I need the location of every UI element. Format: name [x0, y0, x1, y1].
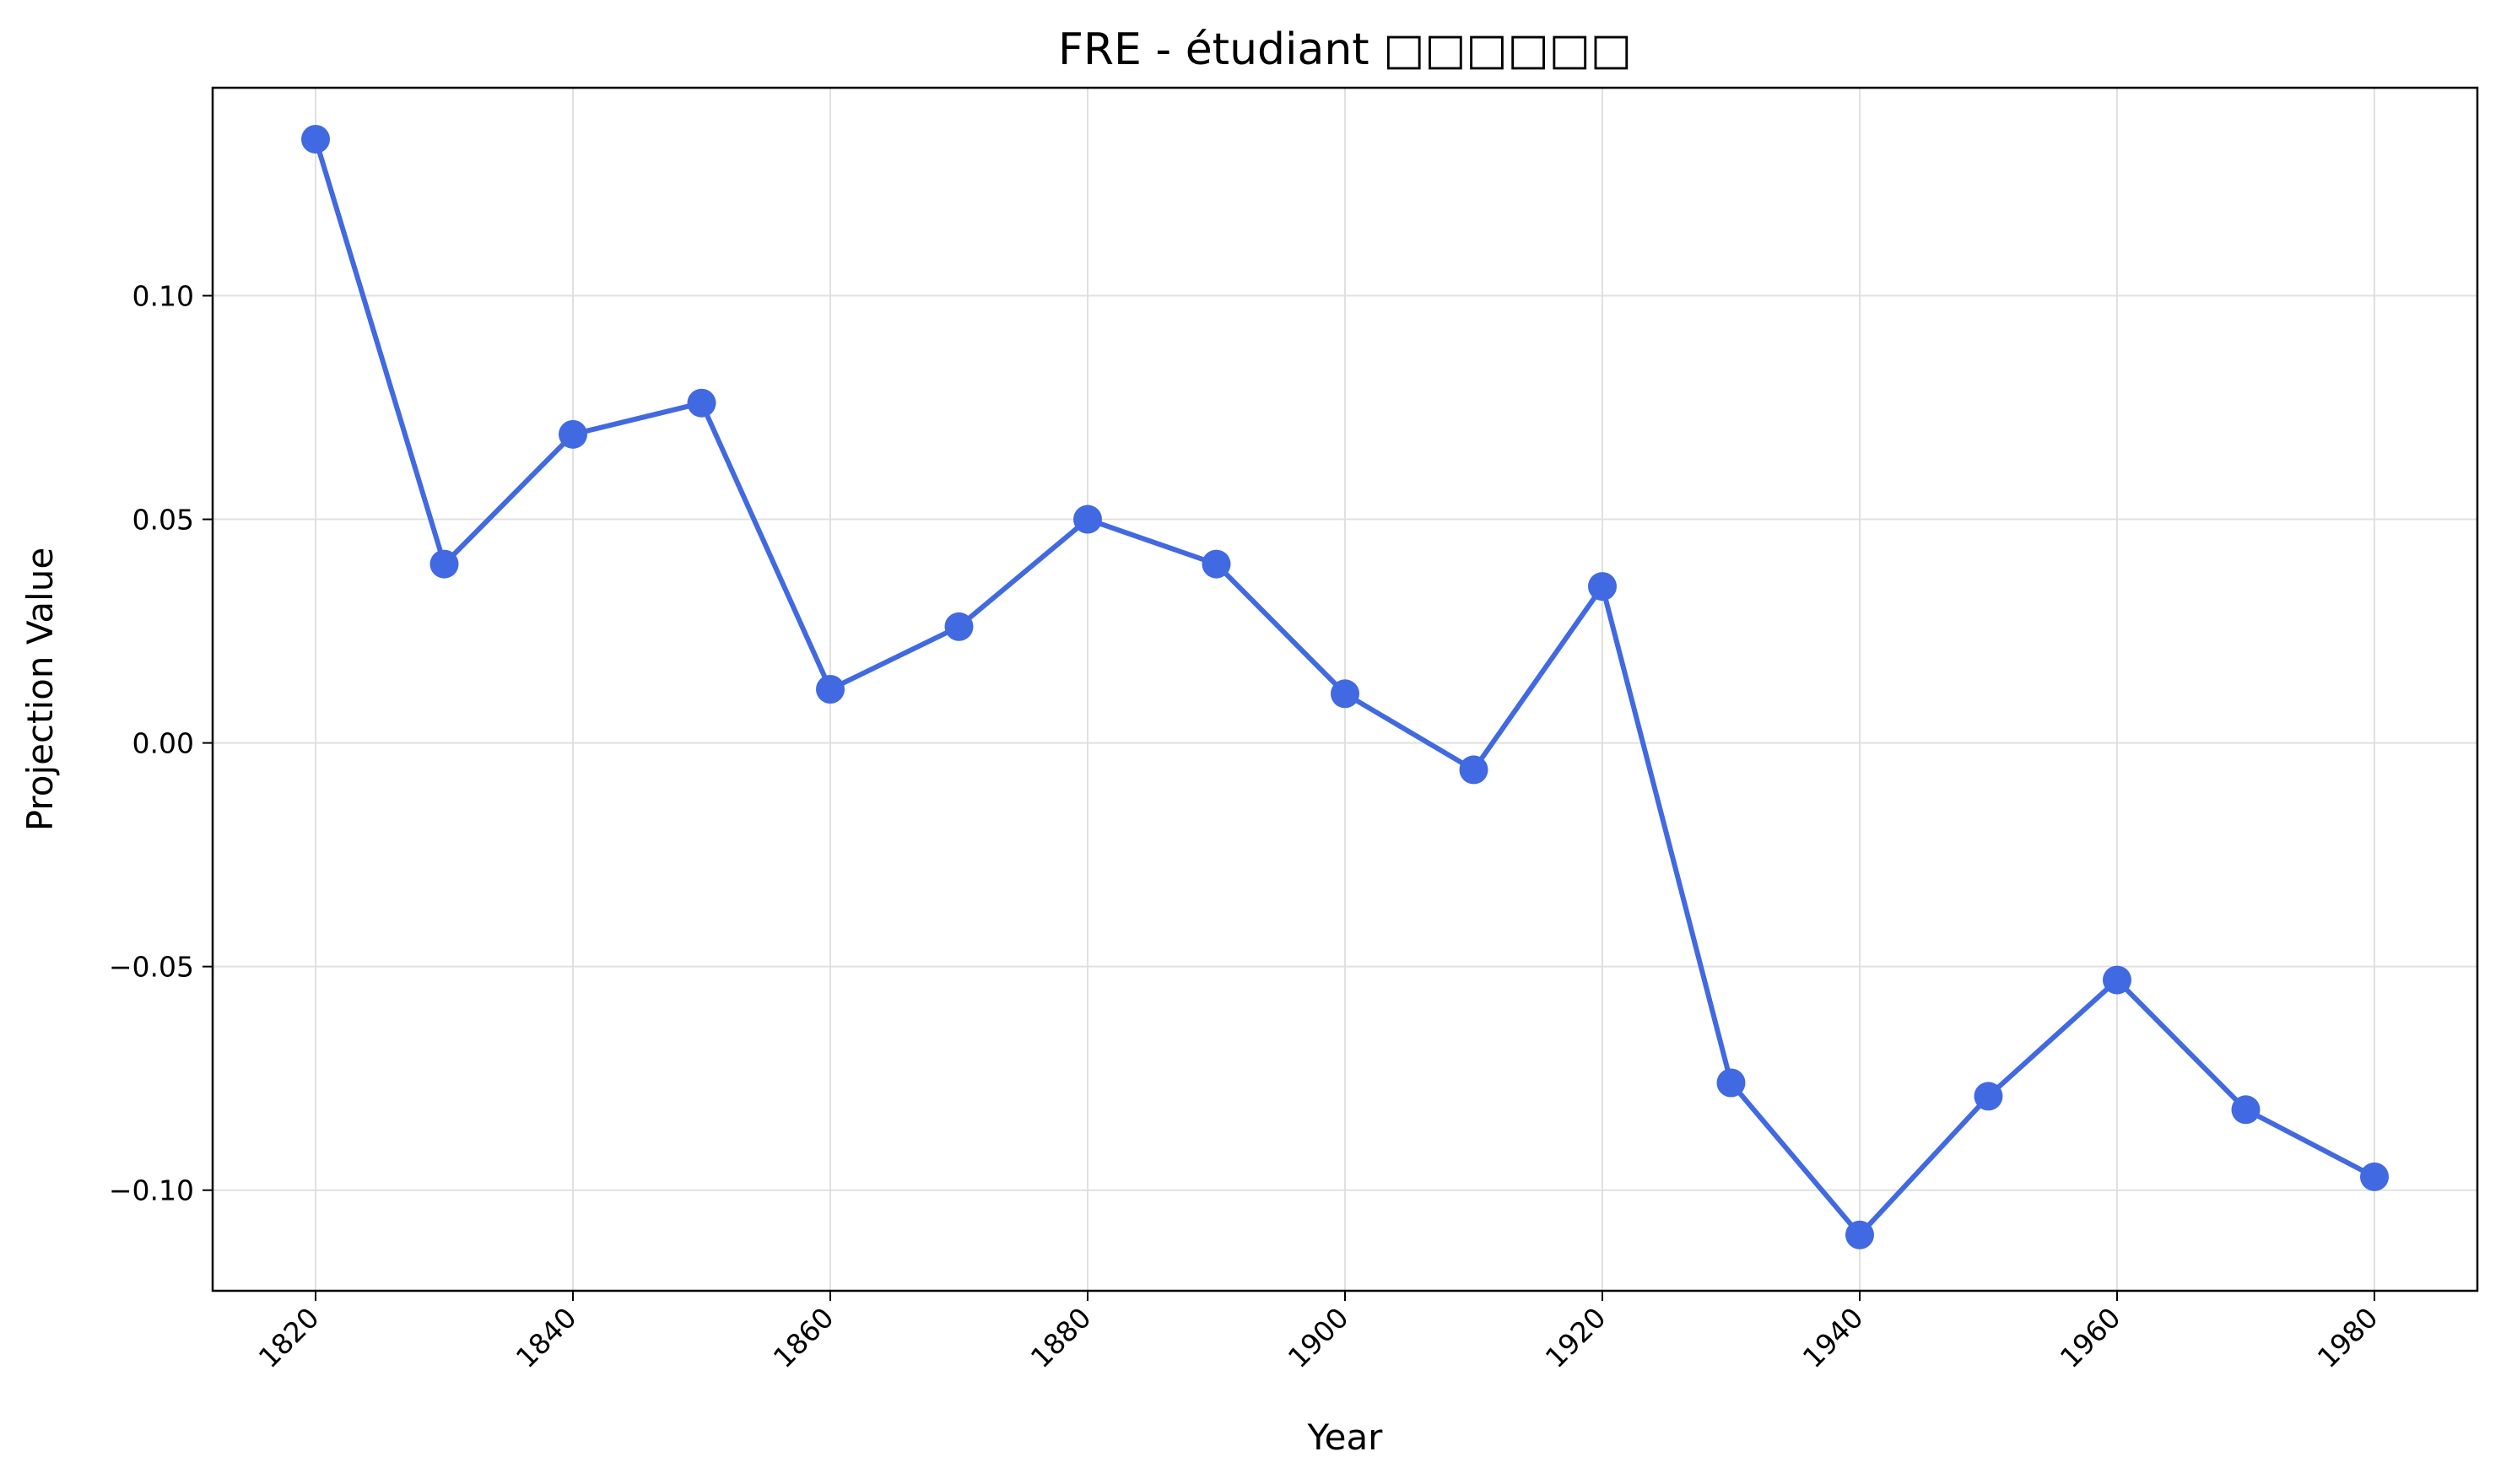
x-tick-label: 1860	[767, 1301, 840, 1374]
y-tick-label: −0.05	[109, 951, 194, 984]
ticks: 1820 1840 1860 1880 1900 1920 1940 1960 1980 −0.1…	[109, 280, 2385, 1375]
y-tick-label: 0.00	[132, 727, 194, 760]
x-tick-label: 1940	[1796, 1301, 1870, 1374]
x-tick-label: 1900	[1282, 1301, 1355, 1374]
y-tick-label: −0.10	[109, 1174, 194, 1207]
data-point	[1202, 549, 1231, 579]
x-tick-label: 1880	[1024, 1301, 1098, 1374]
data-point	[1716, 1068, 1746, 1098]
grid	[213, 88, 2477, 1291]
data-point	[1331, 679, 1359, 709]
x-tick-label: 1840	[510, 1301, 583, 1374]
x-tick-label: 1820	[252, 1301, 326, 1374]
data-point	[1974, 1082, 2003, 1111]
data-point	[816, 675, 845, 704]
data-point	[429, 549, 459, 579]
data-point	[301, 124, 330, 154]
data-point	[2360, 1162, 2389, 1191]
data-point	[559, 419, 587, 449]
data-point	[1588, 572, 1617, 602]
data-point	[2231, 1095, 2261, 1125]
x-axis-label: Year	[1307, 1417, 1384, 1458]
chart-title: FRE - étudiant □□□□□□	[1058, 24, 1632, 75]
y-axis-label: Projection Value	[19, 548, 61, 831]
data-point	[1073, 505, 1102, 534]
data-point	[687, 388, 716, 418]
x-tick-label: 1960	[2054, 1301, 2127, 1374]
x-tick-label: 1980	[2311, 1301, 2385, 1374]
series-layer	[301, 124, 2389, 1249]
y-tick-label: 0.05	[132, 504, 194, 537]
data-point	[944, 612, 974, 641]
x-tick-label: 1920	[1539, 1301, 1612, 1374]
data-point	[1845, 1220, 1874, 1249]
y-tick-label: 0.10	[132, 280, 194, 313]
data-point	[2103, 965, 2131, 995]
data-point	[1459, 755, 1488, 785]
